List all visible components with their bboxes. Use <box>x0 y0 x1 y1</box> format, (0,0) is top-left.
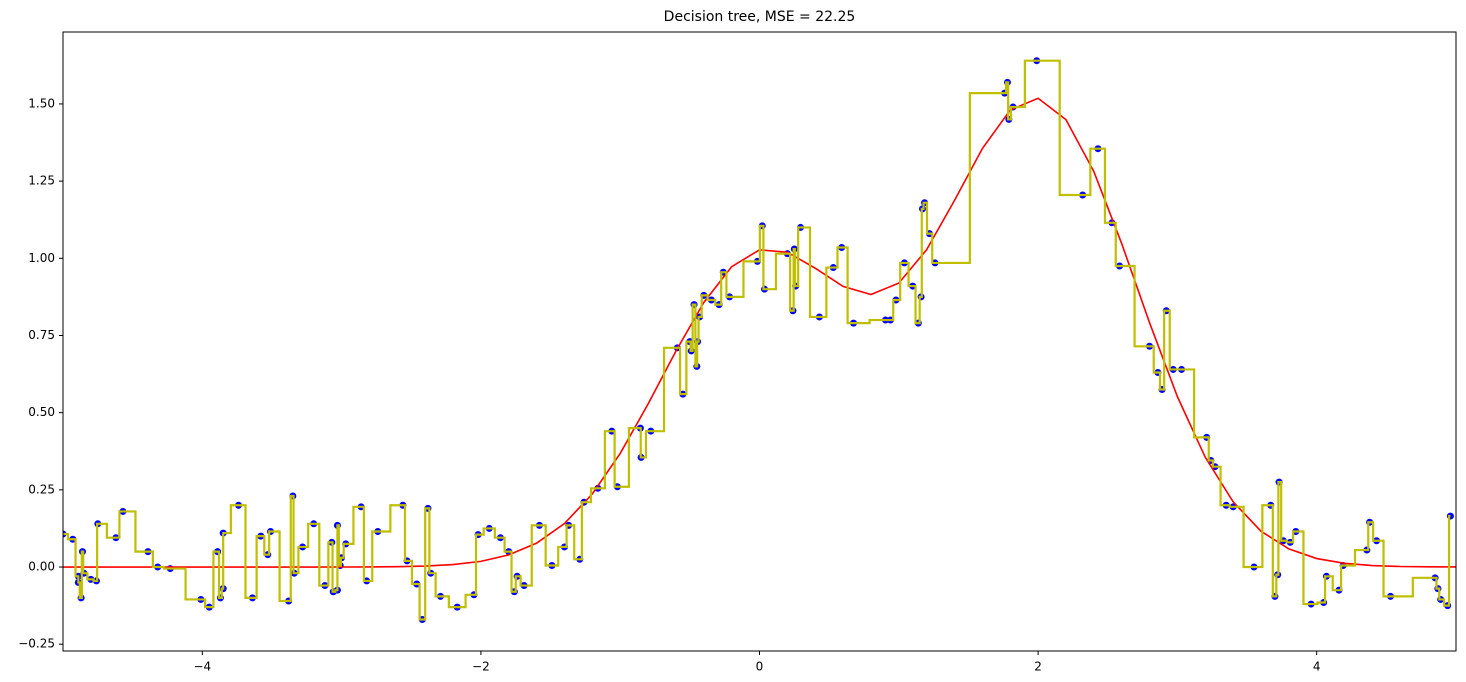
y-tick-label: −0.25 <box>18 637 55 651</box>
x-tick-label: −4 <box>193 660 211 674</box>
y-tick-label: 0.25 <box>28 482 55 496</box>
y-tick-label: 0.75 <box>28 328 55 342</box>
y-tick-label: 0.00 <box>28 560 55 574</box>
y-tick-label: 1.25 <box>28 174 55 188</box>
chart-title: Decision tree, MSE = 22.25 <box>664 9 856 25</box>
x-tick-label: −2 <box>472 660 490 674</box>
x-tick-label: 2 <box>1034 660 1042 674</box>
y-tick-label: 1.50 <box>28 96 55 110</box>
plot-area <box>63 57 1456 624</box>
x-tick-label: 4 <box>1313 660 1321 674</box>
step-line <box>63 59 1451 621</box>
y-tick-label: 1.00 <box>28 251 55 265</box>
x-tick-label: 0 <box>756 660 764 674</box>
y-tick-label: 0.50 <box>28 405 55 419</box>
